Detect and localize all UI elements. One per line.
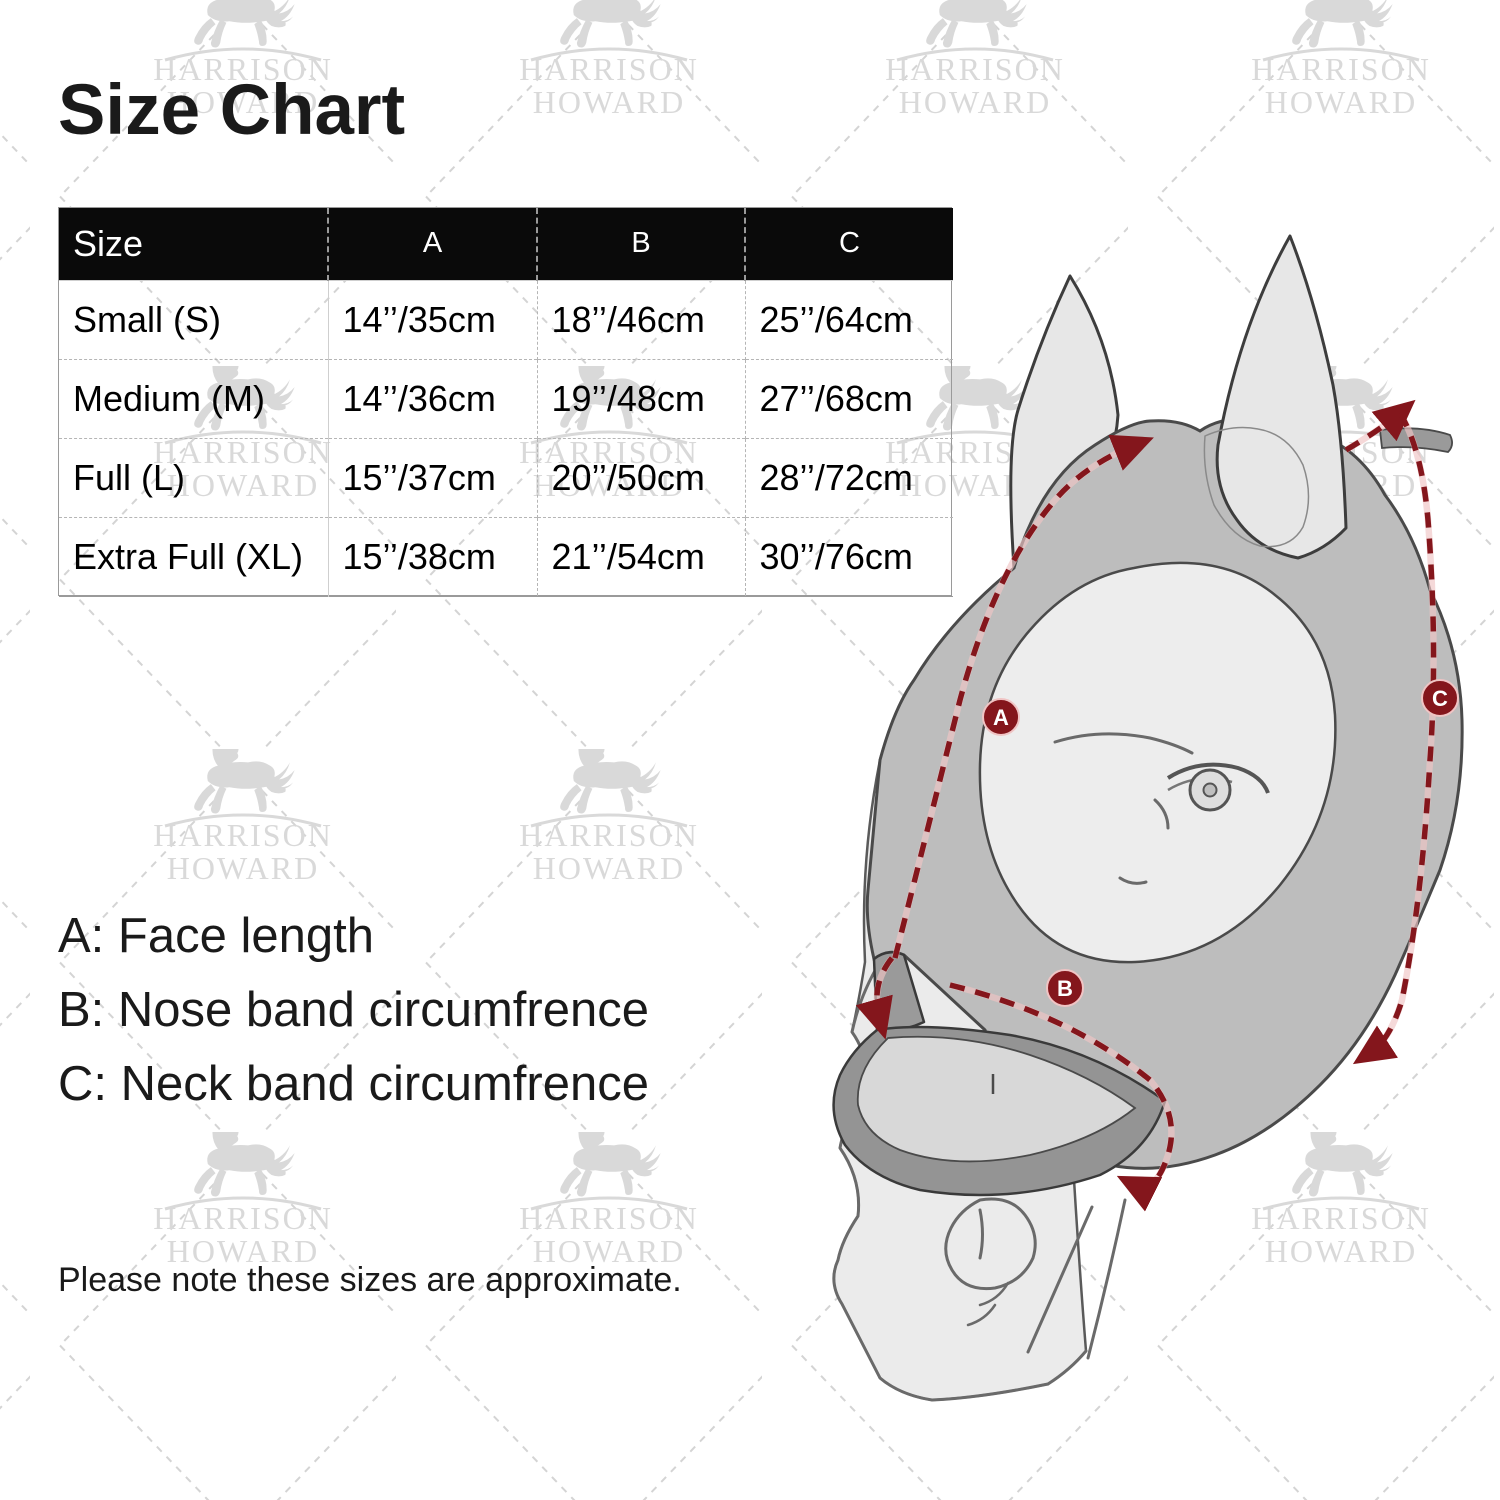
- svg-text:B: B: [1057, 976, 1073, 1001]
- svg-text:C: C: [1432, 686, 1448, 711]
- svg-text:A: A: [993, 705, 1009, 730]
